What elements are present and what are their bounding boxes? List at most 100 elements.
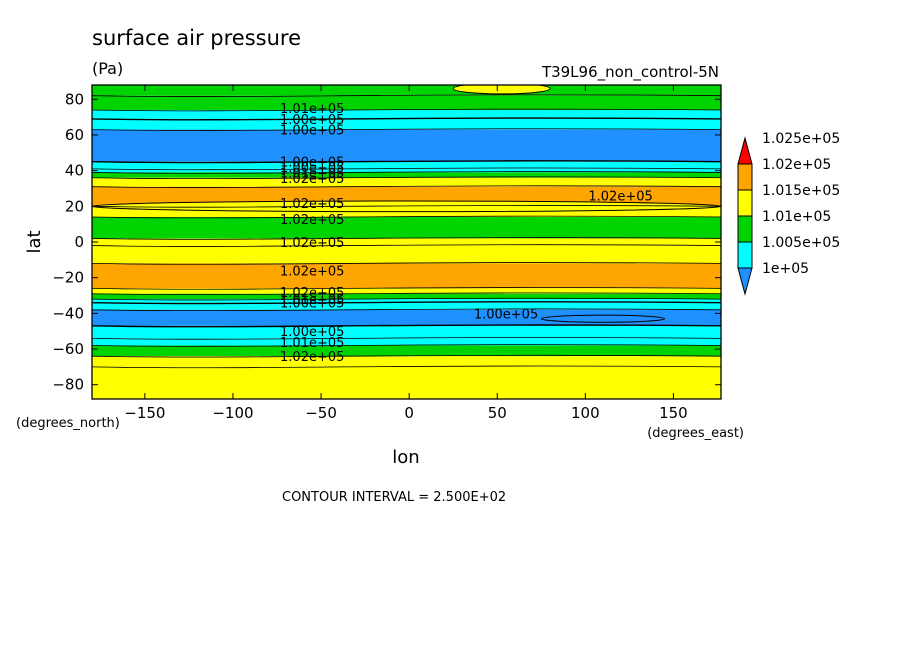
contour-line — [92, 262, 721, 265]
pressure-band — [92, 109, 721, 119]
pressure-band — [92, 338, 721, 346]
contour-label: 1.00e+05 — [280, 113, 344, 128]
contour-label: 1.01e+05 — [280, 336, 344, 351]
contour-line — [92, 237, 721, 240]
contour-line — [92, 287, 721, 290]
contour-label: 1.00e+05 — [280, 156, 344, 171]
contour-line — [92, 301, 721, 305]
contour-line — [92, 117, 721, 121]
contour-interval-text: CONTOUR INTERVAL = 2.500E+02 — [282, 490, 506, 505]
contour-line — [92, 365, 721, 369]
contour-label: 1.02e+05 — [280, 172, 344, 187]
contour-label: 1.01e+05 — [280, 166, 344, 181]
colorbar-segment — [737, 189, 753, 217]
y-tick-label: 0 — [74, 233, 84, 251]
pressure-band — [92, 366, 721, 399]
contour-line — [92, 108, 721, 112]
y-tick-label: 40 — [65, 162, 84, 180]
contour-line — [92, 344, 721, 347]
dataset-label: T39L96_non_control-5N — [541, 63, 719, 82]
plot-area — [92, 85, 721, 399]
pressure-band — [92, 95, 721, 110]
contour-label: 1.02e+05 — [280, 286, 344, 301]
y-tick-label: −80 — [52, 376, 84, 394]
colorbar-segment — [737, 241, 753, 269]
y-tick-label: −60 — [52, 340, 84, 358]
contour-line — [92, 215, 721, 219]
pressure-band — [92, 129, 721, 162]
contour-line — [92, 324, 721, 328]
y-axis-label: lat — [24, 230, 45, 253]
colorbar-segment — [737, 136, 753, 165]
y-tick-label: 60 — [65, 126, 84, 144]
contour-line — [92, 308, 721, 312]
contour-label: 1.02e+05 — [280, 197, 344, 212]
colorbar-label: 1.01e+05 — [762, 209, 831, 225]
y-tick-label: 80 — [65, 90, 84, 108]
y-axis: −80 −60 −40 −20 0 20 40 60 80 — [52, 90, 721, 394]
x-tick-label: −100 — [212, 404, 253, 422]
contour-lines — [92, 94, 721, 369]
pressure-feature — [540, 314, 666, 323]
units-label: (Pa) — [92, 59, 123, 78]
contour-label: 1.02e+05 — [280, 350, 344, 365]
contour-line — [92, 354, 721, 358]
colorbar-segment — [737, 267, 753, 296]
pressure-band — [92, 118, 721, 130]
pressure-band — [92, 238, 721, 246]
pressure-band — [92, 299, 721, 303]
contour-line — [92, 244, 721, 247]
contour-label: 1.01e+05 — [280, 102, 344, 117]
contour-line — [92, 167, 721, 171]
pressure-band — [92, 172, 721, 178]
contour-label: 1.02e+05 — [280, 236, 344, 251]
colorbar-segment — [737, 215, 753, 243]
contour-label: 1.02e+05 — [588, 190, 652, 205]
colorbar-label: 1.005e+05 — [762, 235, 840, 251]
pressure-band — [92, 85, 721, 96]
pressure-band — [92, 293, 721, 300]
chart-title: surface air pressure — [92, 26, 301, 50]
pressure-band — [92, 245, 721, 264]
y-tick-label: 20 — [65, 197, 84, 215]
x-tick-label: 50 — [488, 404, 507, 422]
x-axis: −150 −100 −50 0 50 100 150 — [124, 85, 688, 422]
pressure-band — [92, 356, 721, 367]
contour-line — [92, 94, 721, 97]
pressure-band — [92, 288, 721, 294]
pressure-band — [92, 177, 721, 187]
contour-line — [92, 160, 721, 164]
contour-label: 1.02e+05 — [280, 265, 344, 280]
colorbar-label: 1.025e+05 — [762, 131, 840, 147]
colorbar-segment — [737, 163, 753, 191]
x-tick-label: 0 — [404, 404, 414, 422]
colorbar-label: 1e+05 — [762, 261, 809, 277]
pressure-band — [92, 302, 721, 310]
contour-line — [92, 337, 721, 340]
pressure-band — [92, 345, 721, 357]
x-tick-label: 100 — [571, 404, 600, 422]
contour-line — [92, 128, 721, 131]
contour-line — [92, 205, 721, 208]
contour-line — [92, 176, 721, 180]
contour-label: 1.02e+05 — [280, 213, 344, 228]
contour-line — [92, 297, 721, 301]
contour-line — [92, 185, 721, 188]
x-axis-label: lon — [392, 447, 419, 468]
pressure-band — [92, 217, 721, 239]
contour-label: 1.00e+05 — [280, 161, 344, 176]
colorbar-label: 1.015e+05 — [762, 183, 840, 199]
y-unit-label: (degrees_north) — [16, 416, 120, 431]
pressure-band — [92, 325, 721, 339]
contour-label: 1.00e+05 — [280, 297, 344, 312]
x-tick-label: −50 — [305, 404, 337, 422]
x-tick-label: 150 — [659, 404, 688, 422]
contour-label: 1.00e+05 — [474, 307, 538, 322]
pressure-band — [92, 263, 721, 289]
colorbar: 1e+05 1.005e+05 1.01e+05 1.015e+05 1.02e+05 1… — [737, 131, 840, 296]
contour-line — [92, 292, 721, 295]
y-tick-label: −40 — [52, 304, 84, 322]
colorbar-label: 1.02e+05 — [762, 157, 831, 173]
x-tick-label: −150 — [124, 404, 165, 422]
